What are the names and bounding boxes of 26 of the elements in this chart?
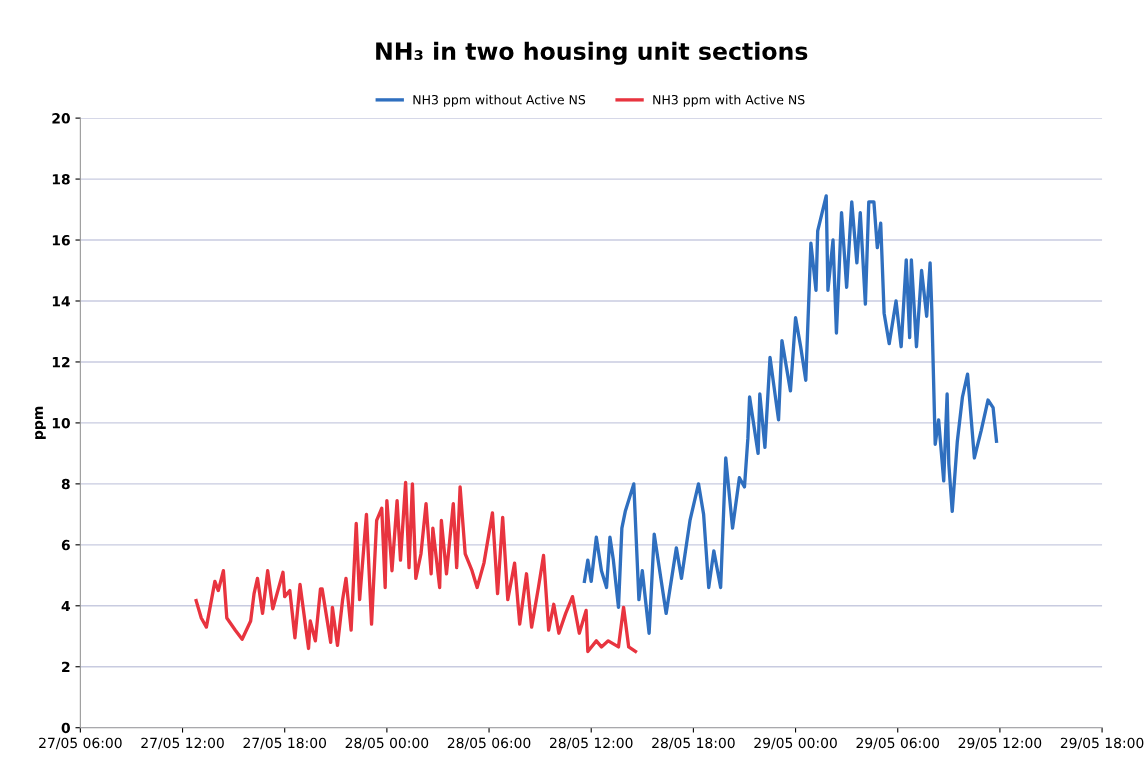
y-tick-label: 20 xyxy=(52,113,70,124)
x-tick-label: 28/05 06:00 xyxy=(447,737,531,750)
y-tick-label: 16 xyxy=(52,235,70,246)
x-tick-label: 29/05 00:00 xyxy=(754,737,837,750)
y-tick-label: 0 xyxy=(61,722,70,734)
x-tick-label: 27/05 12:00 xyxy=(141,737,224,750)
y-axis-title: ppm xyxy=(35,406,46,439)
legend-label: NH3 ppm without Active NS xyxy=(413,94,586,107)
y-tick-label: 18 xyxy=(52,174,70,185)
y-tick-label: 8 xyxy=(61,478,70,490)
x-tick-label: 29/05 12:00 xyxy=(958,737,1042,750)
x-tick-label: 29/05 06:00 xyxy=(856,737,940,750)
x-tick-label: 28/05 18:00 xyxy=(652,737,735,750)
x-tick-label: 28/05 12:00 xyxy=(550,737,633,750)
x-tick-label: 29/05 18:00 xyxy=(1060,737,1144,750)
y-tick-label: 2 xyxy=(62,661,70,673)
y-tick-label: 14 xyxy=(52,296,70,307)
x-tick-label: 28/05 00:00 xyxy=(345,737,429,750)
y-tick-label: 12 xyxy=(52,356,70,368)
x-tick-label: 27/05 06:00 xyxy=(39,737,122,750)
x-tick-label: 27/05 18:00 xyxy=(243,737,327,750)
y-tick-label: 10 xyxy=(52,417,70,429)
legend-label: NH3 ppm with Active NS xyxy=(653,94,805,107)
chart-title: NH₃ in two housing unit sections xyxy=(376,41,808,65)
y-tick-label: 4 xyxy=(61,600,70,612)
y-tick-label: 6 xyxy=(61,539,70,551)
